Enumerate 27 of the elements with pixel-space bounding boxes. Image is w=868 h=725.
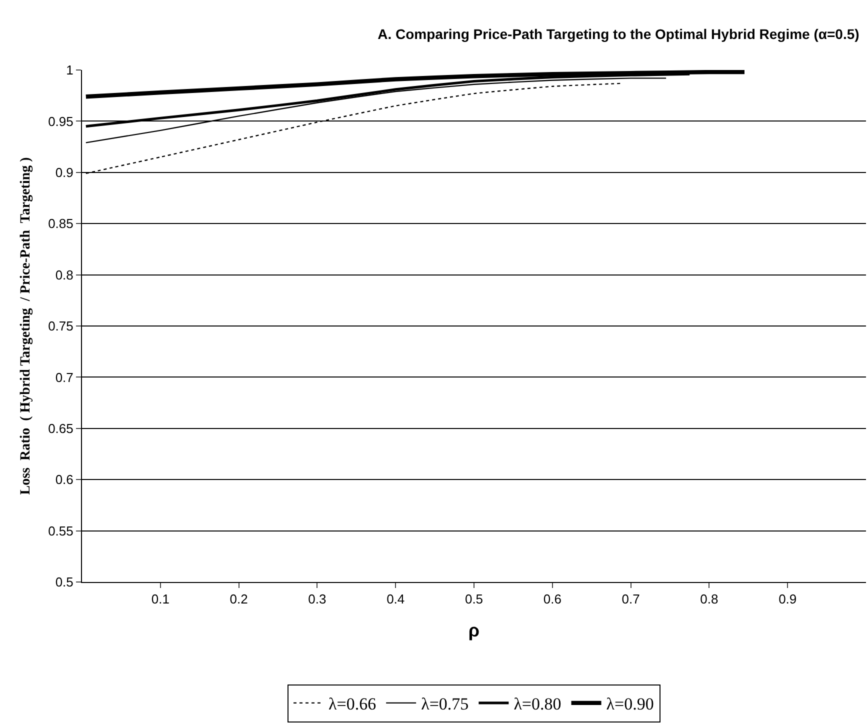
y-tick-label: 0.6: [55, 472, 74, 488]
legend-label: λ=0.66: [328, 694, 376, 714]
y-tick-label: 1: [66, 62, 74, 78]
x-tick-label: 0.3: [308, 592, 326, 607]
y-tick-label: 0.9: [55, 164, 74, 180]
y-tick-label: 0.55: [48, 523, 74, 538]
y-tick-label: 0.5: [55, 574, 74, 590]
legend-label: λ=0.80: [514, 694, 562, 714]
x-tick-label: 0.6: [543, 592, 562, 607]
y-tick-label: 0.75: [48, 318, 74, 334]
y-tick-label: 0.8: [55, 267, 74, 282]
y-tick-label: 0.65: [48, 420, 74, 436]
chart-title: A. Comparing Price-Path Targeting to the Optimal Hybrid Regime (α=0.5): [378, 26, 860, 42]
x-tick-label: 0.8: [700, 592, 718, 607]
x-tick-label: 0.2: [230, 592, 248, 607]
y-tick-label: 0.95: [48, 114, 74, 129]
x-tick-label: 0.9: [778, 592, 797, 607]
legend-label: λ=0.75: [421, 694, 469, 714]
legend-label: λ=0.90: [606, 694, 654, 714]
x-tick-label: 0.1: [151, 592, 170, 607]
y-tick-label: 0.85: [48, 216, 74, 232]
x-axis-title: ρ: [468, 620, 480, 641]
x-tick-label: 0.5: [464, 592, 484, 607]
x-tick-label: 0.7: [622, 592, 640, 607]
y-axis-title: Loss Ratio ( Hybrid Targeting / Price-Path Targeting ): [18, 156, 34, 495]
y-tick-label: 0.7: [55, 370, 74, 385]
x-tick-label: 0.4: [386, 592, 405, 607]
